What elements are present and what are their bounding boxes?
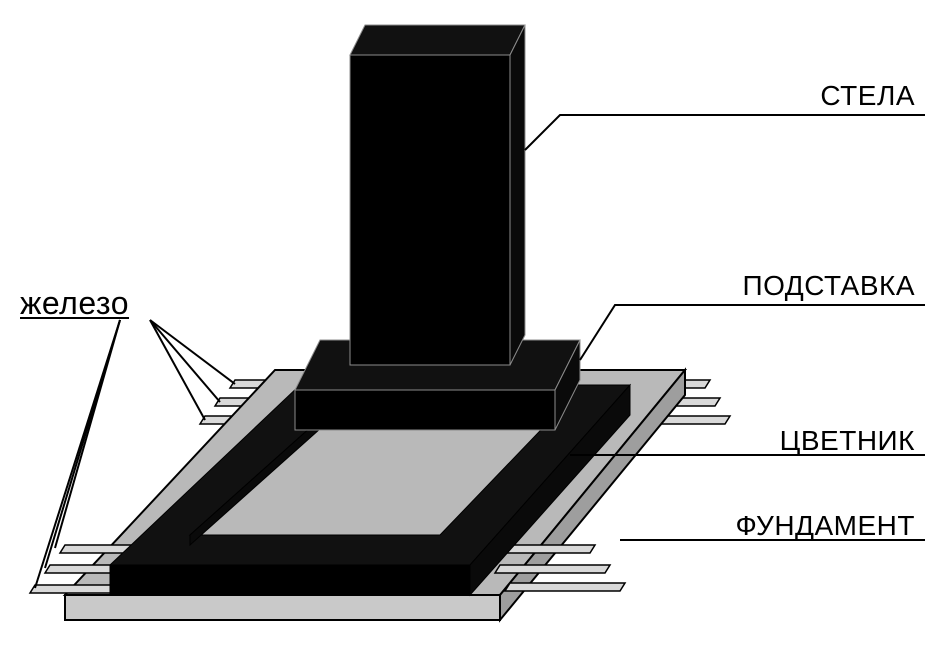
monument-diagram: СТЕЛА ПОДСТАВКА ЦВЕТНИК ФУНДАМЕНТ железо [0,0,935,651]
label-stela: СТЕЛА [820,80,915,112]
stela [350,25,525,365]
diagram-svg [0,0,935,651]
label-pedestal: ПОДСТАВКА [742,270,915,302]
label-flowerbed: ЦВЕТНИК [780,425,915,457]
label-iron: железо [20,285,129,322]
label-foundation: ФУНДАМЕНТ [736,510,916,542]
